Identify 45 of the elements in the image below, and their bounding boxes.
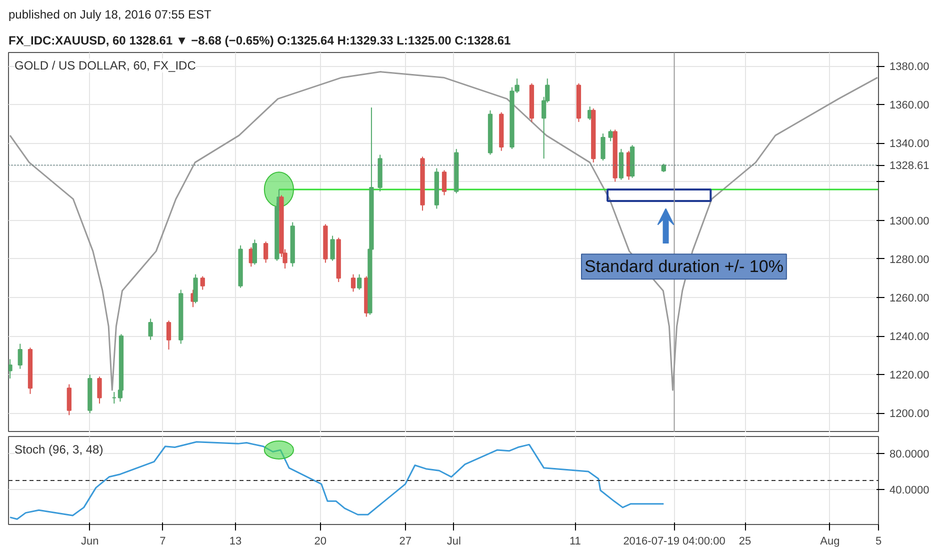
x-tick-label: 27: [399, 536, 412, 548]
candlestick: [600, 133, 606, 162]
y-tick-label: 1340.00: [890, 138, 930, 150]
x-tick-label: 25: [738, 536, 752, 548]
candlestick: [97, 376, 102, 404]
y-tick-label: 40.0000: [890, 484, 930, 496]
x-tick-label: 20: [314, 536, 327, 548]
y-tick-label: 1360.00: [890, 100, 930, 112]
candlestick: [350, 274, 356, 292]
y-tick-label: 1200.00: [890, 408, 930, 420]
candlestick: [330, 235, 335, 262]
x-tick-label: 7: [160, 536, 166, 548]
candlestick: [263, 241, 268, 264]
y-tick-label: 1300.00: [890, 215, 930, 228]
candlestick: [193, 274, 198, 304]
y-tick-label: 1240.00: [890, 331, 930, 344]
y-tick-label: 1220.00: [890, 370, 930, 382]
x-tick-label: Jun: [81, 536, 99, 548]
x-tick-label: 13: [229, 536, 242, 548]
candlestick: [252, 239, 258, 266]
y-tick-label: 1380.00: [890, 61, 930, 74]
candlestick: [66, 384, 72, 416]
text: Stoch (96, 3, 48): [14, 442, 104, 456]
x-tick-label: 11: [569, 536, 581, 548]
x-tick-label: Jul: [446, 536, 461, 548]
candlestick: [166, 320, 172, 350]
x-tick-label: 2016-07-19 04:00:00: [623, 536, 726, 548]
candlestick: [148, 318, 153, 340]
annotation: Standard duration +/- 10%: [584, 257, 784, 276]
line-series: [9, 440, 664, 520]
x-tick-label: 5: [875, 536, 882, 548]
text: GOLD / US DOLLAR, 60, FX_IDC: [14, 58, 196, 72]
x-tick-label: Aug: [820, 536, 840, 548]
text: FX_IDC:XAUUSD, 60 1328.61 ▼ −8.68 (−0.65%) O:1325.64 H:1329.33 L:1325.00 C:1328.61: [8, 34, 511, 48]
y-tick-label: 1280.00: [890, 254, 930, 266]
candlestick: [18, 343, 22, 370]
candlestick: [8, 358, 12, 379]
candlestick: [608, 129, 613, 142]
y-tick-label: 80.0000: [890, 448, 930, 461]
candlestick: [357, 274, 362, 290]
y-tick-label: 1328.61: [890, 160, 930, 172]
y-tick-label: 1260.00: [890, 292, 930, 304]
candlestick: [442, 170, 447, 196]
candlestick: [200, 276, 205, 290]
text: published on July 18, 2016 07:55 EST: [8, 8, 212, 22]
